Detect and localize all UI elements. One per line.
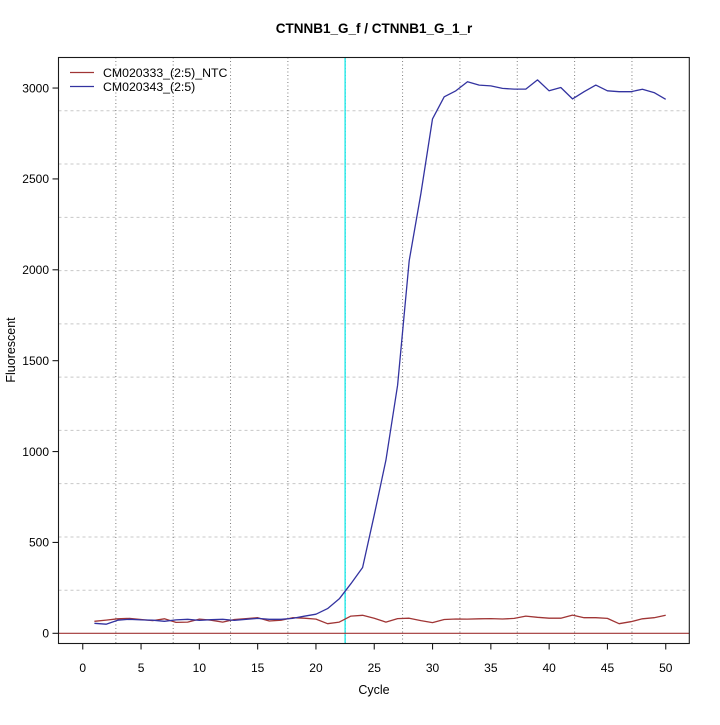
legend-label-sample: CM020343_(2:5): [103, 80, 195, 94]
x-tick-label: 5: [138, 661, 145, 675]
y-tick-label: 2000: [22, 263, 49, 277]
series-line-ntc: [94, 614, 666, 625]
legend-swatches: [70, 71, 94, 88]
y-tick-label: 2500: [22, 172, 49, 186]
x-axis-label: Cycle: [358, 683, 389, 697]
x-tick-label: 45: [601, 661, 615, 675]
x-tick-label: 10: [193, 661, 207, 675]
y-tick-label: 1500: [22, 354, 49, 368]
legend: CM020333_(2:5)_NTC CM020343_(2:5): [103, 66, 228, 94]
y-tick-label: 500: [29, 536, 49, 550]
chart-layers: 0 5 10 15 20 25 30 35 40 45 5005001000150020002500…: [22, 56, 690, 675]
x-tick-label: 15: [251, 661, 265, 675]
y-axis-label: Fluorescent: [4, 317, 18, 383]
x-tick-label: 35: [484, 661, 498, 675]
x-tick-label: 20: [309, 661, 323, 675]
x-axis: 0 5 10 15 20 25 30 35 40 45 50: [79, 643, 673, 675]
series-line-sample: [94, 79, 667, 625]
legend-label-ntc: CM020333_(2:5)_NTC: [103, 66, 228, 80]
y-tick-label: 0: [42, 627, 49, 641]
x-tick-label: 50: [659, 661, 673, 675]
v-gridlines: [115, 57, 633, 644]
y-tick-label: 3000: [22, 81, 49, 95]
y-axis: 0 500 1000 1500 2000 2500 3000: [22, 81, 59, 641]
x-tick-label: 25: [368, 661, 382, 675]
x-tick-label: 0: [79, 661, 86, 675]
y-tick-label: 1000: [22, 445, 49, 459]
x-tick-label: 30: [426, 661, 440, 675]
chart-title: CTNNB1_G_f / CTNNB1_G_1_r: [276, 21, 473, 36]
plot-box: [57, 56, 690, 645]
x-tick-label: 40: [542, 661, 556, 675]
